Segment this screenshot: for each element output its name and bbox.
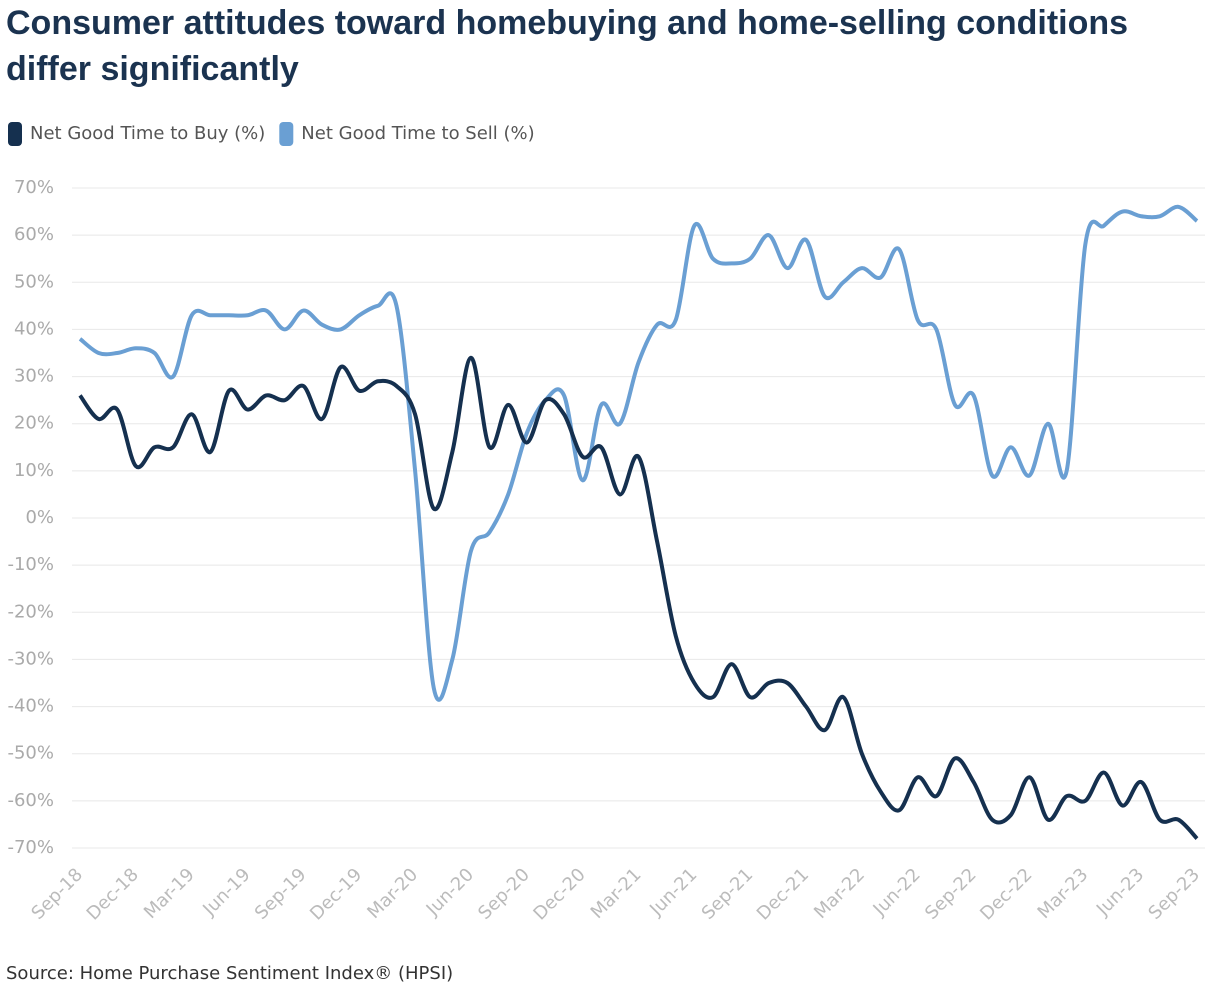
y-tick-label: 20% <box>14 413 54 434</box>
y-tick-label: -30% <box>7 648 54 669</box>
x-tick-label: Jun-21 <box>645 864 701 920</box>
x-tick-label: Sep-22 <box>921 864 981 924</box>
line <box>78 355 1199 840</box>
legend-swatch <box>279 122 294 146</box>
y-tick-label: 0% <box>25 507 54 528</box>
y-tick-label: -60% <box>7 790 54 811</box>
x-tick-label: Sep-21 <box>698 864 758 924</box>
x-tick-label: Dec-20 <box>529 864 589 924</box>
x-tick-label: Jun-23 <box>1092 864 1148 920</box>
y-tick-label: -70% <box>7 837 54 858</box>
chart-title: Consumer attitudes toward homebuying and… <box>6 4 1129 88</box>
y-tick-label: -20% <box>7 601 54 622</box>
x-tick-label: Mar-23 <box>1034 864 1093 923</box>
source: Source: Home Purchase Sentiment Index® (… <box>6 963 453 984</box>
x-tick-label: Mar-22 <box>810 864 869 923</box>
y-tick-label: 30% <box>14 366 54 387</box>
x-tick-label: Jun-22 <box>869 864 925 920</box>
legend-swatch <box>8 122 22 146</box>
y-tick-label: -10% <box>7 554 54 575</box>
y-tick-label: -50% <box>7 743 54 764</box>
y-tick-label: 70% <box>14 177 54 198</box>
y-tick-label: 50% <box>14 271 54 292</box>
x-tick-label: Sep-20 <box>474 864 534 924</box>
x-tick-label: Mar-19 <box>140 864 199 923</box>
x-tick-label: Jun-19 <box>198 864 254 920</box>
x-tick-label: Mar-20 <box>363 864 422 923</box>
x-tick-label: Sep-23 <box>1144 864 1204 924</box>
legend-label: Net Good Time to Sell (%) <box>301 123 534 144</box>
line <box>78 204 1199 702</box>
x-tick-label: Dec-21 <box>753 864 813 924</box>
x-tick-label: Jun-20 <box>422 864 478 920</box>
x-tick-label: Dec-22 <box>976 864 1036 924</box>
y-tick-label: -40% <box>7 696 54 717</box>
y-tick-label: 40% <box>14 318 54 339</box>
x-tick-label: Mar-21 <box>587 864 646 923</box>
y-tick-label: 60% <box>14 224 54 245</box>
y-tick-label: 10% <box>14 460 54 481</box>
x-tick-label: Dec-19 <box>306 864 366 924</box>
legend-label: Net Good Time to Buy (%) <box>30 123 265 144</box>
x-tick-label: Dec-18 <box>83 864 143 924</box>
x-tick-label: Sep-19 <box>251 864 311 924</box>
x-tick-label: Sep-18 <box>27 864 87 924</box>
